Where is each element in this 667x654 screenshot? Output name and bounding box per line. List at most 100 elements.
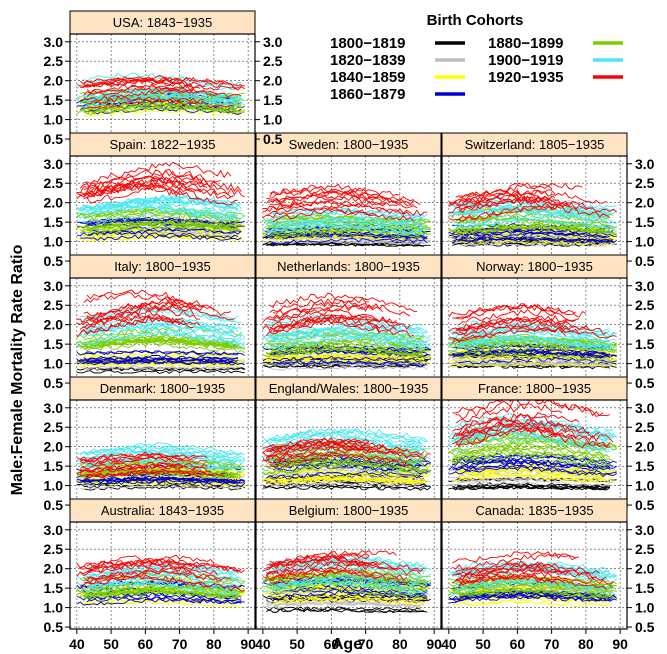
panel-strip-label: Netherlands: 1800−1935 [277, 259, 420, 274]
y-tick-label: 1.0 [635, 478, 655, 494]
series-line [272, 187, 400, 203]
panel-4: Italy: 1800−1935 [69, 254, 256, 386]
y-tick-label: 2.5 [263, 53, 283, 69]
series-line [448, 343, 618, 354]
legend-label: 1800−1819 [330, 35, 406, 52]
y-tick-label: 3.0 [635, 400, 655, 416]
series-line [455, 304, 587, 320]
y-tick-label: 1.0 [44, 112, 64, 128]
series-line [79, 194, 239, 210]
series-line [269, 481, 421, 489]
series-line [273, 579, 421, 592]
series-line [265, 315, 411, 336]
series-line [80, 469, 211, 478]
panel-series [262, 427, 432, 491]
series-line [452, 217, 614, 229]
series-line [262, 473, 421, 481]
series-line [448, 480, 611, 487]
series-line [80, 470, 242, 480]
series-line [80, 461, 180, 472]
y-tick-label: 2.0 [635, 439, 655, 455]
series-line [448, 196, 563, 214]
series-line [86, 87, 194, 97]
panel-frame [69, 521, 256, 630]
series-line [448, 465, 617, 477]
series-line [269, 569, 377, 581]
y-tick-label: 1.0 [44, 478, 64, 494]
series-line [272, 600, 421, 608]
series-line [265, 427, 428, 446]
x-tick-label: 90 [426, 636, 442, 652]
series-line [272, 333, 428, 349]
panel-strip-label: Norway: 1800−1935 [476, 259, 593, 274]
series-line [265, 332, 432, 348]
series-line [272, 576, 421, 589]
series-line [272, 317, 380, 334]
legend-label: 1900−1919 [488, 52, 564, 69]
series-line [83, 77, 245, 91]
series-line [80, 460, 245, 473]
y-tick-label: 2.5 [44, 419, 64, 435]
panel-3: Switzerland: 1805−1935 [441, 132, 628, 264]
series-line [266, 239, 428, 245]
panel-strip-label: USA: 1843−1935 [113, 15, 212, 30]
series-line [458, 309, 580, 326]
series-line [269, 453, 407, 468]
series-line [272, 355, 421, 363]
y-tick-label: 1.5 [44, 92, 64, 108]
x-tick-label: 90 [240, 636, 256, 652]
x-tick-label: 60 [324, 636, 340, 652]
y-tick-label: 2.5 [635, 297, 655, 313]
series-line [455, 400, 611, 420]
series-line [269, 485, 431, 491]
series-line [459, 318, 570, 332]
series-line [455, 412, 590, 435]
y-axis-title: Male:Female Mortality Rate Ratio [9, 244, 26, 495]
y-tick-label: 0.5 [44, 497, 64, 513]
series-line [86, 356, 238, 361]
series-line [262, 579, 421, 594]
series-line [458, 182, 583, 199]
series-line [448, 565, 617, 579]
y-tick-label: 1.5 [44, 214, 64, 230]
series-line [452, 435, 610, 454]
panel-strip-label: Canada: 1835−1935 [475, 503, 593, 518]
series-line [448, 484, 607, 491]
panel-8: England/Wales: 1800−1935 [255, 376, 442, 508]
series-line [83, 183, 187, 198]
panel-series [76, 289, 246, 374]
series-line [269, 238, 428, 245]
series-line [76, 583, 238, 594]
series-line [452, 451, 610, 467]
panel-strip-label: Belgium: 1800−1935 [289, 503, 409, 518]
y-tick-label: 2.5 [44, 175, 64, 191]
y-tick-label: 1.5 [44, 336, 64, 352]
y-tick-label: 2.5 [635, 419, 655, 435]
panel-strip-label: England/Wales: 1800−1935 [269, 381, 429, 396]
series-line [272, 232, 421, 239]
x-tick-label: 50 [103, 636, 119, 652]
y-tick-label: 1.0 [44, 234, 64, 250]
panel-series [448, 182, 617, 248]
series-line [83, 92, 245, 102]
legend-label: 1860−1879 [330, 86, 406, 103]
series-line [458, 423, 610, 449]
y-tick-label: 3.0 [635, 278, 655, 294]
y-tick-label: 0.5 [44, 375, 64, 391]
series-line [272, 477, 428, 485]
series-line [452, 599, 610, 607]
series-line [83, 291, 215, 311]
series-line [266, 224, 425, 235]
y-tick-label: 1.5 [263, 92, 283, 108]
series-line [76, 449, 245, 463]
series-line [76, 304, 235, 326]
panel-strip-label: Australia: 1843−1935 [101, 503, 224, 518]
series-line [458, 578, 611, 591]
series-line [265, 448, 373, 464]
series-line [80, 483, 245, 490]
series-line [269, 437, 370, 450]
series-line [266, 590, 428, 600]
series-line [76, 217, 235, 226]
series-line [269, 586, 428, 599]
series-line [452, 584, 607, 593]
